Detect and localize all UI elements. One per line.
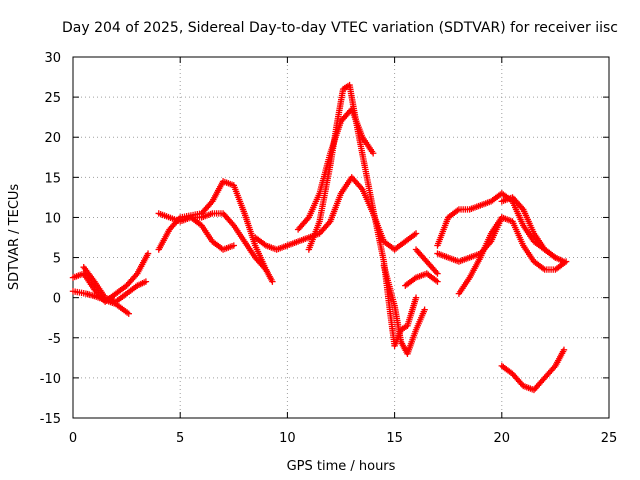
data-point [369,150,377,157]
series-track-3 [80,263,150,305]
x-tick-label: 20 [494,431,511,446]
data-point [562,258,570,265]
data-point [498,214,505,221]
y-tick-label: 20 [44,131,61,146]
x-tick-label: 10 [279,431,296,446]
series-track-4 [155,178,276,285]
y-tick-label: 25 [44,91,61,106]
data-point [412,294,420,301]
x-tick-label: 0 [69,431,77,446]
plot-frame [72,56,610,419]
series-track-5 [155,210,270,273]
y-tick-label: 0 [53,292,61,307]
y-tick-label: 30 [44,51,61,66]
data-points [69,81,570,394]
data-point [262,266,270,273]
series-track-17 [498,194,559,261]
data-point [142,278,150,285]
series-track-6 [187,214,237,253]
y-tick-label: 5 [53,252,61,267]
series-track-16 [498,346,568,394]
data-point [144,250,152,257]
series-track-14 [434,214,570,273]
x-axis-label: GPS time / hours [287,459,396,474]
series-track-10 [380,262,428,358]
data-point [421,306,428,313]
series-track-9 [305,81,420,349]
y-tick-label: 15 [44,171,61,186]
data-point [434,270,441,277]
y-tick-label: -5 [48,332,61,347]
series-track-15 [455,214,505,297]
data-point [434,278,441,285]
series-track-12 [412,246,441,277]
series-track-11 [402,270,441,289]
y-tick-label: 10 [44,211,61,226]
data-point [412,230,420,237]
x-tick-label: 5 [176,431,184,446]
y-tick-label: -10 [40,372,61,387]
y-tick-label: -15 [40,412,61,427]
y-axis-label: SDTVAR / TECUs [7,184,22,291]
chart-title: Day 204 of 2025, Sidereal Day-to-day VTE… [62,20,618,36]
data-point [125,310,132,317]
data-point [269,278,276,285]
x-tick-label: 15 [386,431,403,446]
data-point [560,346,568,354]
tick-labels: 0 5 10 15 20 25 -15 -10 -5 0 5 10 15 20 25 30 [40,51,618,446]
data-point [230,242,237,249]
x-tick-label: 25 [601,431,618,446]
data-point [552,254,559,261]
